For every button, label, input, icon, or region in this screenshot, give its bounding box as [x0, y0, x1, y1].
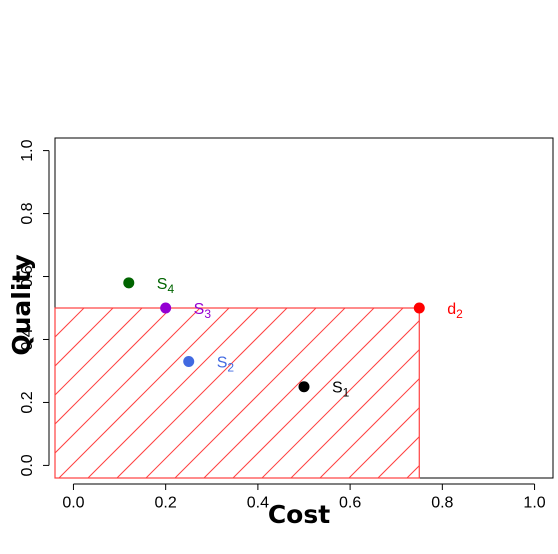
y-tick-label: 0.8: [19, 202, 36, 224]
hatched-region: [54, 307, 558, 479]
hatch-line: [55, 308, 114, 367]
y-axis: 0.0 0.2 0.4 0.6 0.8 1.0: [19, 139, 50, 477]
hatch-line: [348, 407, 420, 478]
hatch-line: [55, 308, 143, 396]
y-axis-title: Quality: [7, 254, 36, 355]
hatch-line: [145, 308, 317, 478]
hatch-line: [203, 308, 375, 478]
y-tick-label: 0.6: [19, 265, 36, 287]
y-tick-label: 1.0: [19, 139, 36, 161]
hatch-line: [377, 436, 420, 478]
x-tick-label: 0.6: [339, 494, 361, 511]
hatch-line: [319, 378, 420, 478]
x-axis-title: Cost: [268, 500, 330, 529]
data-point-s3: [160, 302, 172, 314]
hatch-line: [58, 308, 230, 478]
y-tick-label: 0.2: [19, 391, 36, 413]
data-point-d2: [413, 302, 425, 314]
region-border: [54, 307, 420, 479]
hatch-line: [406, 465, 420, 478]
x-tick-label: 0.4: [247, 494, 269, 511]
x-tick-label: 0.0: [62, 494, 84, 511]
point-label-d2: d2: [447, 301, 463, 321]
x-tick-label: 0.2: [155, 494, 177, 511]
hatch-line: [55, 308, 201, 454]
hatch-line: [261, 320, 420, 478]
hatch-line: [290, 349, 420, 478]
y-tick-label: 0.0: [19, 454, 36, 476]
hatch-lines: [55, 308, 558, 478]
point-label-s2: S2: [217, 355, 235, 375]
point-label-s3: S3: [194, 301, 212, 321]
hatch-line: [174, 308, 346, 478]
hatch-line: [87, 308, 259, 478]
y-tick-label: 0.4: [19, 328, 36, 350]
hatch-line: [232, 308, 404, 478]
data-point-s1: [298, 381, 310, 393]
point-label-s1: S1: [332, 380, 350, 400]
hatch-line: [436, 308, 558, 478]
data-point-s2: [183, 356, 195, 368]
hatch-line: [55, 308, 172, 425]
x-tick-label: 1.0: [523, 494, 545, 511]
data-point-s4: [123, 277, 135, 289]
point-label-s4: S4: [157, 276, 175, 296]
points: S1 S2 S3 S4 d2: [123, 276, 463, 400]
hatch-line: [116, 308, 288, 478]
hatch-line: [55, 308, 85, 338]
x-tick-label: 0.8: [431, 494, 453, 511]
x-axis: 0.0 0.2 0.4 0.6 0.8 1.0: [62, 483, 546, 511]
